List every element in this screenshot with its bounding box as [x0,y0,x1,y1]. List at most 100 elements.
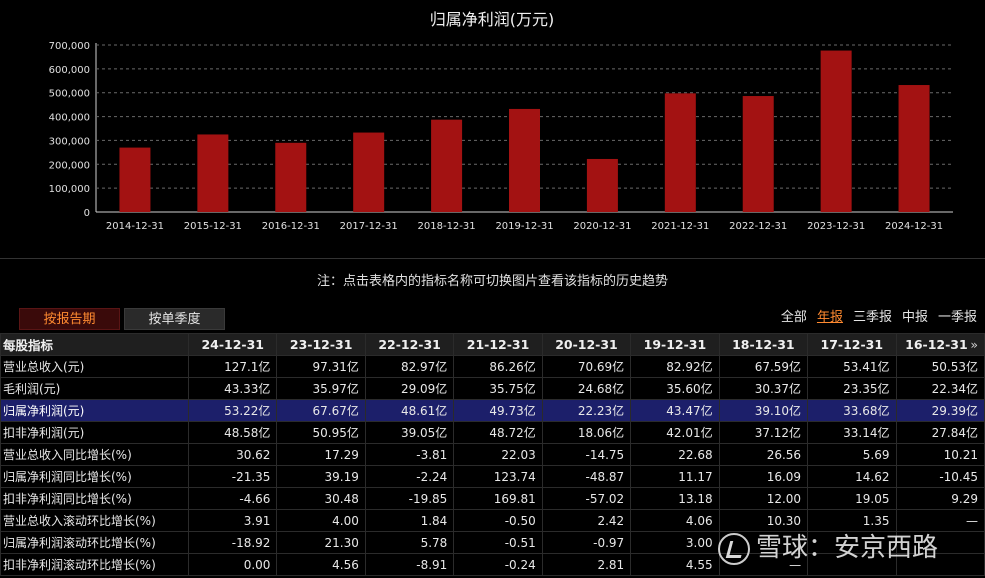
metric-value: 4.00 [276,509,366,532]
metric-value: 30.62 [187,443,278,466]
metric-value: 10.21 [895,443,985,466]
metric-name[interactable]: 营业总收入(元) [0,355,189,378]
table-row[interactable]: 扣非净利润(元) 48.58亿 50.95亿 39.05亿 48.72亿 18.06亿 42… [0,421,985,444]
table-row[interactable]: 归属净利润(元) 53.22亿 67.67亿 48.61亿 49.73亿 22.23亿 43… [0,399,985,422]
table-header-date: 18-12-31 [718,333,809,356]
metric-value: -2.24 [364,465,455,488]
table-row[interactable]: 扣非净利润同比增长(%) -4.66 30.48 -19.85 169.81 -57.02… [0,487,985,510]
metric-value: 5.69 [807,443,897,466]
metric-value: 5.78 [364,531,455,554]
table-row[interactable]: 营业总收入(元) 127.1亿 97.31亿 82.97亿 86.26亿 70.69亿 82… [0,355,985,378]
more-columns-icon[interactable]: » [970,337,978,352]
metric-value: 27.84亿 [895,421,985,444]
divider [0,258,985,259]
metric-value: 35.75亿 [453,377,543,400]
x-axis: 2014-12-31 2015-12-31 2016-12-31 2017-12-31… [106,221,943,232]
metric-value: 18.06亿 [541,421,632,444]
metric-value: 127.1亿 [187,355,278,378]
metric-value: 82.97亿 [364,355,455,378]
metric-name[interactable]: 归属净利润滚动环比增长(%) [0,531,189,554]
chart-title: 归属净利润(万元) [430,10,555,29]
table-row[interactable]: 归属净利润滚动环比增长(%) -18.92 21.30 5.78 -0.51 -0.97 3… [0,531,985,554]
bar [898,85,930,212]
metric-name[interactable]: 扣非净利润(元) [0,421,189,444]
metric-value: 4.56 [276,553,366,576]
metric-value: 4.06 [630,509,720,532]
metric-value: 12.00 [718,487,809,510]
metric-value: 24.68亿 [541,377,632,400]
metric-value: 39.05亿 [364,421,455,444]
metric-value: 67.67亿 [276,399,366,422]
x-tick-label: 2021-12-31 [651,221,709,232]
metric-value: 48.58亿 [187,421,278,444]
metric-name[interactable]: 营业总收入同比增长(%) [0,443,189,466]
x-tick-label: 2022-12-31 [729,221,787,232]
period-filter-option[interactable]: 中报 [901,310,928,325]
metric-name[interactable]: 营业总收入滚动环比增长(%) [0,509,189,532]
tab-by-report-period[interactable]: 按报告期 [19,308,120,330]
metric-value: 37.12亿 [718,421,809,444]
metric-value: 97.31亿 [276,355,366,378]
metric-value: -10.45 [895,465,985,488]
metric-value: 67.59亿 [718,355,809,378]
period-filter-option[interactable]: 三季报 [852,310,892,325]
y-tick-label: 500,000 [49,89,90,100]
bars [119,50,930,212]
bar [820,50,852,212]
table-header-date: 19-12-31 [630,333,720,356]
metric-value: 9.29 [895,487,985,510]
table-row[interactable]: 扣非净利润滚动环比增长(%) 0.00 4.56 -8.91 -0.24 2.81 4.55… [0,553,985,576]
metric-value: -0.97 [541,531,632,554]
table-row[interactable]: 归属净利润同比增长(%) -21.35 39.19 -2.24 123.74 -48.87… [0,465,985,488]
x-tick-label: 2024-12-31 [885,221,943,232]
metric-value: 33.68亿 [807,399,897,422]
table-header-date: 22-12-31 [364,333,455,356]
x-tick-label: 2019-12-31 [495,221,553,232]
metric-value: 26.56 [718,443,809,466]
bar [742,96,774,212]
x-tick-label: 2018-12-31 [418,221,476,232]
profit-bar-chart: 归属净利润(万元) 0 100,000 200,000 300,000 400,000 5… [49,10,953,232]
table-header-date: 24-12-31 [187,333,278,356]
metric-value: -8.91 [364,553,455,576]
period-filter-option[interactable]: 年报 [816,310,843,325]
metric-value: 10.30 [718,509,809,532]
metric-value [895,553,985,576]
y-tick-label: 0 [84,208,90,219]
y-tick-label: 700,000 [49,41,90,52]
bar [353,132,385,212]
metric-value: 21.30 [276,531,366,554]
financial-table: 每股指标 24-12-31 23-12-31 22-12-31 21-12-31 20-1… [0,333,985,576]
metric-name[interactable]: 毛利润(元) [0,377,189,400]
x-tick-label: 2020-12-31 [573,221,631,232]
metric-value: 29.39亿 [895,399,985,422]
metric-value: 22.23亿 [541,399,632,422]
metric-value: 19.05 [807,487,897,510]
bar [431,119,463,212]
table-row[interactable]: 营业总收入滚动环比增长(%) 3.91 4.00 1.84 -0.50 2.42 4.06 1… [0,509,985,532]
y-tick-label: 600,000 [49,65,90,76]
table-header-date: 16-12-31» [895,333,985,356]
metric-value: 29.09亿 [364,377,455,400]
metric-name[interactable]: 扣非净利润滚动环比增长(%) [0,553,189,576]
bar [586,158,618,212]
metric-name[interactable]: 扣非净利润同比增长(%) [0,487,189,510]
x-tick-label: 2016-12-31 [262,221,320,232]
metric-value: 14.62 [807,465,897,488]
metric-name[interactable]: 归属净利润(元) [0,399,189,422]
metric-value: 4.55 [630,553,720,576]
metric-value: 23.35亿 [807,377,897,400]
y-tick-label: 100,000 [49,184,90,195]
tab-by-single-quarter[interactable]: 按单季度 [124,308,225,330]
period-filter-option[interactable]: 全部 [780,310,807,325]
metric-value: 30.37亿 [718,377,809,400]
bar [509,108,540,212]
metric-value: 35.97亿 [276,377,366,400]
y-tick-label: 200,000 [49,160,90,171]
table-header-date: 17-12-31 [807,333,897,356]
metric-name[interactable]: 归属净利润同比增长(%) [0,465,189,488]
period-filter-option[interactable]: 一季报 [937,310,977,325]
table-row[interactable]: 营业总收入同比增长(%) 30.62 17.29 -3.81 22.03 -14.75 22… [0,443,985,466]
metric-value: 48.72亿 [453,421,543,444]
table-row[interactable]: 毛利润(元) 43.33亿 35.97亿 29.09亿 35.75亿 24.68亿 35.6… [0,377,985,400]
